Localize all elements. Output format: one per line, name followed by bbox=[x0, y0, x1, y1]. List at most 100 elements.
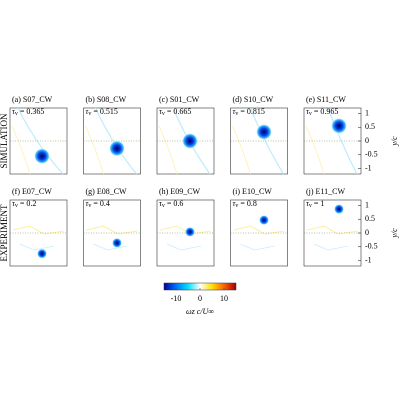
panel: (b) S08_CW τv = 0.515 bbox=[83, 95, 141, 175]
wake-streak bbox=[11, 125, 31, 175]
vortex bbox=[112, 237, 122, 248]
tau-symbol: τ bbox=[159, 199, 163, 208]
y-tick-label: 1 bbox=[365, 200, 369, 209]
tau-label: τv = 0.965 bbox=[306, 107, 338, 118]
tau-subscript: v bbox=[309, 111, 312, 117]
wake-streak bbox=[158, 125, 178, 175]
panel: (j) E11_CW τv = 1 bbox=[303, 187, 362, 267]
wake-streak bbox=[327, 107, 358, 175]
panel-label: (h) E09_CW bbox=[159, 187, 201, 196]
tau-value: 0.4 bbox=[100, 199, 110, 208]
colorbar-tick-label: 10 bbox=[220, 294, 228, 303]
row-label: EXPERIMENT bbox=[0, 204, 9, 261]
tau-symbol: τ bbox=[86, 107, 90, 116]
tau-sep: = bbox=[93, 199, 98, 208]
panel: (i) E10_CW τv = 0.8 bbox=[230, 187, 288, 267]
panel: (d) S10_CW τv = 0.815 bbox=[230, 95, 288, 175]
tau-value: 0.965 bbox=[320, 107, 338, 116]
y-tick-label: 0 bbox=[365, 228, 369, 237]
panel: (e) S11_CW τv = 0.965 bbox=[303, 95, 362, 175]
y-axis-label: y/c bbox=[390, 136, 399, 147]
tau-sep: = bbox=[240, 107, 245, 116]
tau-value: 1 bbox=[320, 199, 324, 208]
tau-sep: = bbox=[314, 107, 319, 116]
vortex bbox=[334, 204, 344, 215]
noise-streak bbox=[93, 243, 128, 251]
tau-symbol: τ bbox=[12, 199, 16, 208]
tau-value: 0.365 bbox=[26, 107, 44, 116]
tau-label: τv = 0.2 bbox=[12, 199, 36, 210]
panel-label: (a) S07_CW bbox=[12, 95, 53, 104]
tau-symbol: τ bbox=[159, 107, 163, 116]
panel-label: (e) S11_CW bbox=[306, 95, 346, 104]
tau-label: τv = 0.815 bbox=[233, 107, 265, 118]
noise-streak bbox=[233, 225, 285, 235]
y-tick-label: 0.5 bbox=[365, 214, 375, 223]
wake-streak bbox=[305, 125, 325, 175]
tau-sep: = bbox=[20, 107, 25, 116]
row-label: SIMULATION bbox=[0, 113, 9, 168]
tau-sep: = bbox=[314, 199, 319, 208]
vortex bbox=[182, 133, 198, 149]
panel-label: (i) E10_CW bbox=[233, 187, 273, 196]
noise-streak bbox=[19, 243, 55, 251]
vortex bbox=[34, 148, 50, 165]
tau-symbol: τ bbox=[12, 107, 16, 116]
vortex bbox=[37, 248, 47, 259]
panel: (c) S01_CW τv = 0.665 bbox=[156, 95, 215, 175]
tau-label: τv = 0.6 bbox=[159, 199, 183, 210]
y-tick-label: -0.5 bbox=[365, 242, 378, 251]
tau-symbol: τ bbox=[233, 199, 237, 208]
tau-value: 0.815 bbox=[247, 107, 265, 116]
noise-streak bbox=[240, 243, 275, 251]
vortex bbox=[259, 215, 269, 226]
tau-value: 0.6 bbox=[173, 199, 183, 208]
wake-streak bbox=[85, 125, 104, 175]
noise-streak bbox=[306, 225, 359, 235]
noise-streak bbox=[313, 243, 349, 251]
tau-sep: = bbox=[240, 199, 245, 208]
y-axis-label: y/c bbox=[390, 228, 399, 239]
tau-value: 0.8 bbox=[247, 199, 257, 208]
tau-symbol: τ bbox=[306, 107, 310, 116]
wake-streak bbox=[17, 107, 64, 175]
panel-label: (b) S08_CW bbox=[86, 95, 127, 104]
tau-subscript: v bbox=[15, 203, 18, 209]
panel-label: (d) S10_CW bbox=[233, 95, 274, 104]
tau-sep: = bbox=[167, 107, 172, 116]
tau-sep: = bbox=[93, 107, 98, 116]
panel-label: (c) S01_CW bbox=[159, 95, 200, 104]
tau-subscript: v bbox=[88, 203, 91, 209]
tau-sep: = bbox=[20, 199, 25, 208]
tau-label: τv = 0.665 bbox=[159, 107, 191, 118]
panel: (h) E09_CW τv = 0.6 bbox=[156, 187, 215, 267]
y-tick-label: 1 bbox=[365, 108, 369, 117]
panel: (f) E07_CW τv = 0.2 bbox=[9, 187, 68, 267]
colorbar-tick-label: 0 bbox=[198, 294, 202, 303]
panel-label: (g) E08_CW bbox=[86, 187, 128, 196]
tau-value: 0.665 bbox=[173, 107, 191, 116]
panel: (g) E08_CW τv = 0.4 bbox=[83, 187, 141, 267]
tau-subscript: v bbox=[162, 111, 165, 117]
y-tick-label: 0 bbox=[365, 136, 369, 145]
vortex bbox=[256, 123, 272, 140]
noise-streak bbox=[86, 225, 138, 235]
noise-streak bbox=[159, 225, 212, 235]
tau-label: τv = 0.365 bbox=[12, 107, 44, 118]
tau-value: 0.2 bbox=[26, 199, 36, 208]
tau-subscript: v bbox=[88, 111, 91, 117]
tau-symbol: τ bbox=[233, 107, 237, 116]
tau-symbol: τ bbox=[86, 199, 90, 208]
panel-label: (f) E07_CW bbox=[12, 187, 52, 196]
tau-label: τv = 0.4 bbox=[86, 199, 110, 210]
y-tick-label: -1 bbox=[365, 163, 372, 172]
tau-subscript: v bbox=[15, 111, 18, 117]
wake-streak bbox=[249, 107, 285, 175]
vortex bbox=[109, 140, 125, 157]
y-tick-label: -0.5 bbox=[365, 150, 378, 159]
panel: (a) S07_CW τv = 0.365 bbox=[9, 95, 68, 175]
tau-value: 0.515 bbox=[100, 107, 118, 116]
tau-subscript: v bbox=[235, 203, 238, 209]
tau-subscript: v bbox=[235, 111, 238, 117]
